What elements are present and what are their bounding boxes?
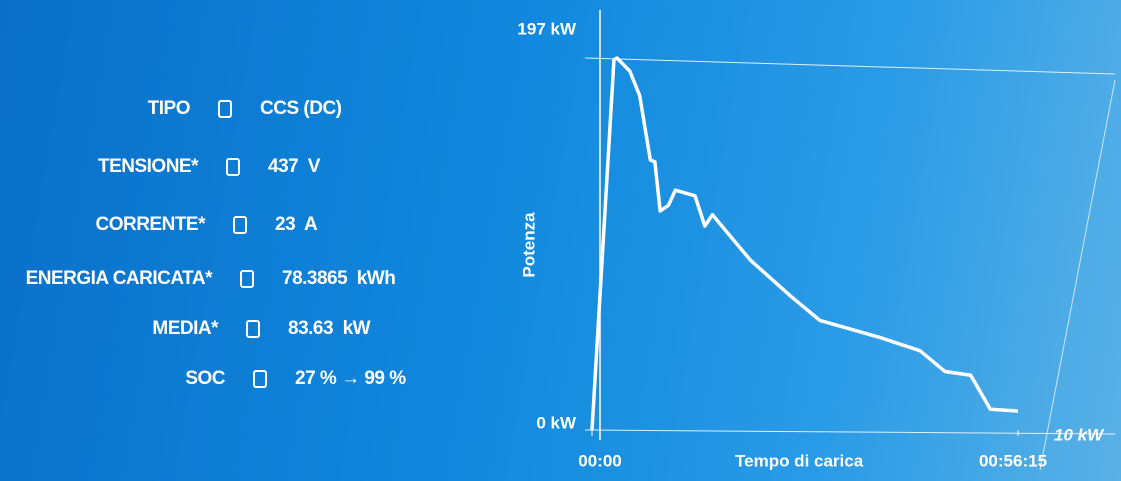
- info-value: 23 A: [275, 214, 318, 235]
- x-tick-label: 00:56:15: [979, 451, 1047, 470]
- y-axis-label: Potenza: [519, 212, 538, 278]
- info-value: 78.3865 kWh: [282, 268, 396, 289]
- info-icon: [226, 158, 240, 176]
- right-border: [1039, 79, 1116, 471]
- grid-line: [584, 429, 1116, 435]
- info-value: CCS (DC): [260, 98, 342, 119]
- info-label: TENSIONE*: [97, 156, 199, 177]
- info-value: 437 V: [268, 156, 320, 177]
- info-value: 83.63 kW: [288, 318, 371, 339]
- info-label: MEDIA*: [152, 318, 218, 339]
- info-label: TIPO: [147, 98, 191, 119]
- info-label: SOC: [185, 368, 225, 389]
- end-annotation: 10 kW: [1054, 425, 1105, 444]
- info-icon: [253, 370, 267, 388]
- grid-line: [584, 57, 1116, 75]
- info-label: ENERGIA CARICATA*: [25, 268, 213, 289]
- info-icon: [233, 216, 247, 234]
- y-tick-label: 0 kW: [536, 413, 577, 432]
- info-icon: [246, 320, 260, 338]
- info-value: 27 % → 99 %: [295, 368, 406, 389]
- power-line: [590, 56, 1019, 431]
- info-icon: [218, 100, 232, 118]
- x-tick-label: 00:00: [578, 451, 621, 470]
- info-icon: [240, 270, 254, 288]
- info-label: CORRENTE*: [95, 214, 205, 235]
- x-axis-label: Tempo di carica: [735, 451, 864, 470]
- y-tick-label: 197 kW: [517, 19, 577, 38]
